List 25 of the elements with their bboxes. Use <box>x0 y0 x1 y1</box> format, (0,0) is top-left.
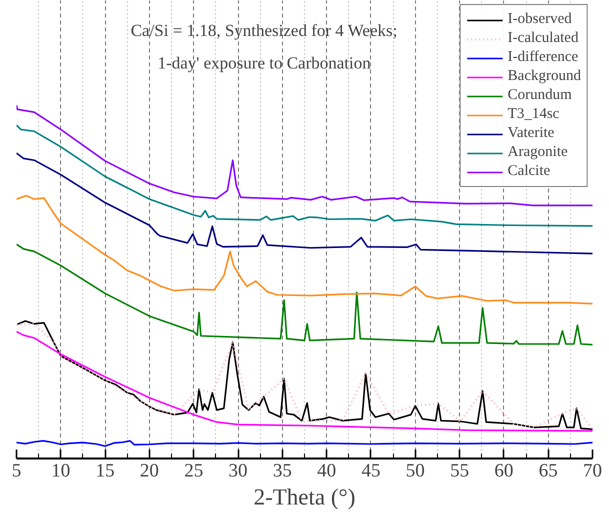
x-axis-title: 2-Theta (°) <box>254 484 356 510</box>
x-tick-label: 65 <box>538 460 558 482</box>
chart-title: Ca/Si = 1.18, Synthesized for 4 Weeks; 1-day' exposure to Carbonation <box>130 21 398 72</box>
x-tick-label: 35 <box>272 460 292 482</box>
x-tick-label: 30 <box>228 460 248 482</box>
legend-label: I-difference <box>508 49 578 66</box>
x-tick-label: 60 <box>494 460 514 482</box>
x-tick-label: 5 <box>12 460 22 482</box>
x-tick-label: 40 <box>317 460 336 482</box>
legend-label: I-observed <box>508 11 572 28</box>
legend-label: T3_14sc <box>508 106 560 123</box>
legend-label: Vaterite <box>508 125 554 142</box>
legend-label: I-calculated <box>508 30 578 47</box>
legend-label: Aragonite <box>508 144 568 161</box>
x-tick-label: 70 <box>583 460 602 482</box>
x-tick-label: 55 <box>450 460 470 482</box>
x-tick-label: 10 <box>51 460 70 482</box>
legend-label: Corundum <box>508 87 572 104</box>
x-tick-label: 25 <box>184 460 204 482</box>
x-tick-label: 20 <box>140 460 159 482</box>
legend-label: Background <box>508 68 581 85</box>
x-tick-label: 50 <box>406 460 425 482</box>
x-tick-label: 45 <box>361 460 380 482</box>
legend-label: Calcite <box>508 163 550 180</box>
x-tick-label: 15 <box>96 460 115 482</box>
